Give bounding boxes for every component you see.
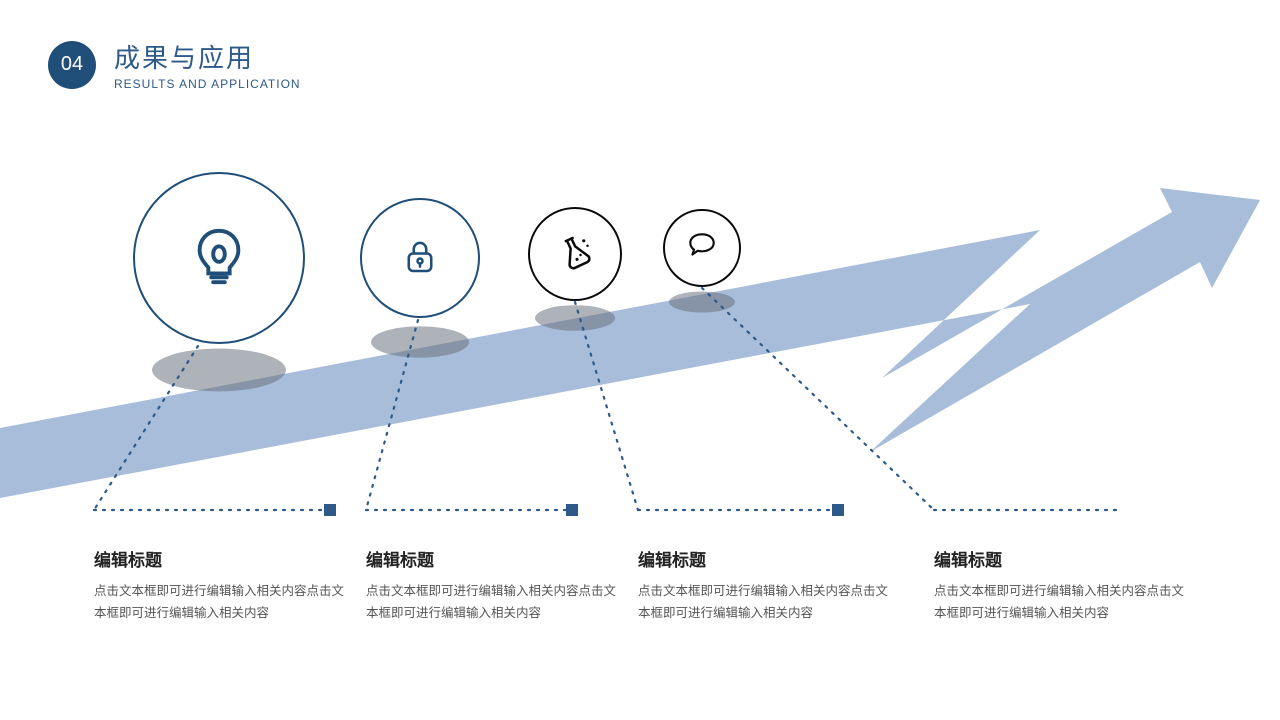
content-item-1: 编辑标题点击文本框即可进行编辑输入相关内容点击文本框即可进行编辑输入相关内容 (94, 546, 344, 625)
item-title: 编辑标题 (934, 546, 1184, 571)
circle-shadow (371, 326, 469, 357)
content-item-3: 编辑标题点击文本框即可进行编辑输入相关内容点击文本框即可进行编辑输入相关内容 (638, 546, 888, 625)
slide-header: 04 成果与应用 RESULTS AND APPLICATION (48, 38, 301, 91)
item-title: 编辑标题 (638, 546, 888, 571)
slide-title-en: RESULTS AND APPLICATION (114, 77, 301, 91)
item-body: 点击文本框即可进行编辑输入相关内容点击文本框即可进行编辑输入相关内容 (94, 581, 344, 625)
flask-icon (555, 232, 595, 277)
feature-circle-lock (360, 198, 480, 318)
feature-circle-speech (663, 209, 741, 287)
section-number-badge: 04 (48, 41, 96, 89)
item-title: 编辑标题 (94, 546, 344, 571)
content-item-4: 编辑标题点击文本框即可进行编辑输入相关内容点击文本框即可进行编辑输入相关内容 (934, 546, 1184, 625)
section-marker (566, 504, 578, 516)
item-body: 点击文本框即可进行编辑输入相关内容点击文本框即可进行编辑输入相关内容 (366, 581, 616, 625)
item-title: 编辑标题 (366, 546, 616, 571)
lock-icon (400, 236, 440, 281)
section-marker (324, 504, 336, 516)
circle-shadow (669, 291, 735, 312)
content-item-2: 编辑标题点击文本框即可进行编辑输入相关内容点击文本框即可进行编辑输入相关内容 (366, 546, 616, 625)
feature-circle-flask (528, 207, 622, 301)
slide-title-cn: 成果与应用 (114, 38, 301, 75)
item-body: 点击文本框即可进行编辑输入相关内容点击文本框即可进行编辑输入相关内容 (638, 581, 888, 625)
circle-shadow (535, 305, 615, 331)
circle-shadow (152, 349, 286, 392)
item-body: 点击文本框即可进行编辑输入相关内容点击文本框即可进行编辑输入相关内容 (934, 581, 1184, 625)
feature-circle-lightbulb (133, 172, 305, 344)
section-marker (832, 504, 844, 516)
lightbulb-icon (188, 225, 250, 292)
speech-icon (685, 229, 719, 268)
